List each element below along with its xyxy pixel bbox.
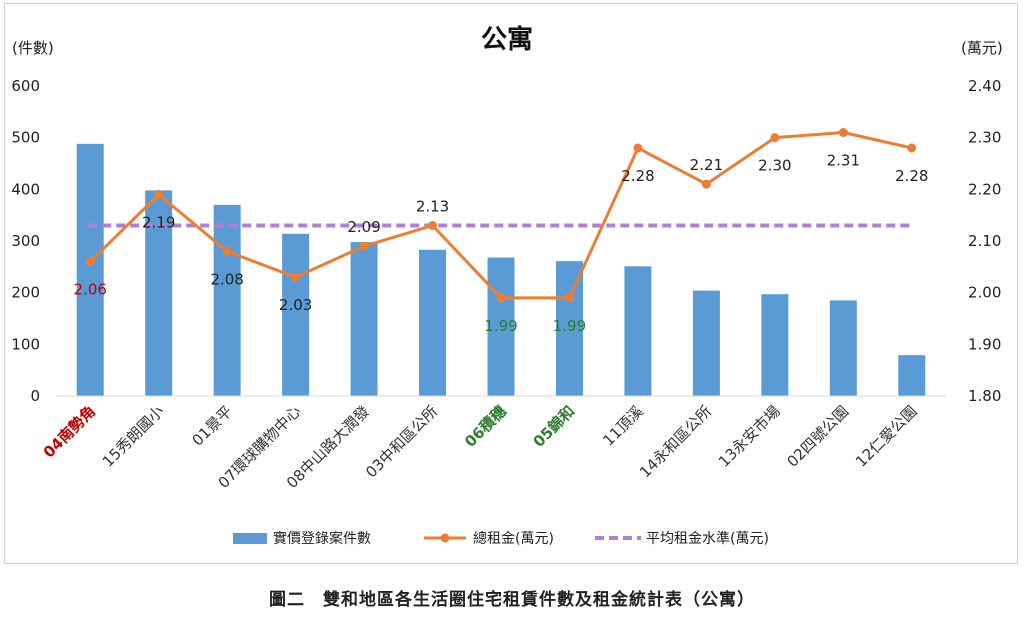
rent-data-label: 2.09 (347, 218, 380, 236)
bar (898, 355, 926, 396)
rent-point (291, 272, 301, 282)
bar (487, 257, 515, 396)
rent-data-label: 2.31 (827, 152, 860, 170)
bar (829, 300, 857, 396)
category-label: 05錦和 (530, 402, 579, 451)
category-label: 03中和區公所 (362, 402, 441, 481)
right-tick-label: 2.00 (968, 284, 1001, 302)
rent-data-label: 2.28 (895, 167, 928, 185)
rent-point (907, 143, 917, 153)
category-label: 06積穗 (461, 402, 510, 451)
bar (213, 204, 241, 396)
bar (555, 261, 583, 396)
rent-data-label: 2.08 (210, 270, 243, 288)
rent-point (428, 221, 438, 230)
rent-point (496, 293, 506, 303)
category-label: 02四號公園 (783, 402, 852, 471)
rent-point (359, 241, 369, 251)
bar (692, 290, 720, 396)
bar (350, 242, 378, 396)
left-tick-label: 600 (11, 77, 40, 95)
rent-data-label: 2.21 (690, 156, 723, 174)
bar (76, 143, 104, 396)
rent-point (85, 257, 95, 267)
rent-point (222, 246, 232, 256)
rent-point (564, 293, 574, 303)
bar (761, 294, 789, 396)
combo-chart: 公寓 (件數) (萬元) 0 100 200 300 400 500 600 1.80 1.90… (11, 24, 1003, 547)
chart-title: 公寓 (481, 24, 533, 55)
bar (419, 249, 447, 396)
left-tick-label: 400 (11, 180, 40, 198)
category-label: 11頂溪 (599, 402, 646, 449)
left-axis-label: (件數) (12, 39, 54, 57)
left-tick-label: 100 (11, 335, 40, 353)
rent-data-label: 2.30 (758, 157, 791, 175)
bar (282, 233, 310, 396)
rent-data-label: 2.19 (142, 214, 175, 232)
rent-data-label: 2.03 (279, 296, 312, 314)
rent-point (838, 128, 848, 137)
rent-point (701, 179, 711, 189)
rent-point (154, 190, 164, 199)
rent-data-label: 1.99 (553, 317, 586, 335)
left-tick-label: 200 (11, 284, 40, 302)
rent-point (633, 143, 643, 153)
right-tick-label: 2.30 (968, 129, 1001, 147)
left-tick-label: 500 (11, 129, 40, 147)
right-tick-label: 2.20 (968, 180, 1001, 198)
bar (624, 266, 652, 396)
category-label: 13永安市場 (715, 402, 784, 471)
legend-avg-label: 平均租金水準(萬元) (646, 531, 769, 547)
category-label: 12仁愛公園 (852, 402, 921, 471)
left-tick-label: 300 (11, 232, 40, 250)
right-tick-label: 2.10 (968, 232, 1001, 250)
legend: 實價登錄案件數 總租金(萬元) 平均租金水準(萬元) (233, 530, 769, 547)
rent-data-label: 2.28 (621, 167, 654, 185)
figure-caption: 圖二 雙和地區各生活圈住宅租賃件數及租金統計表（公寓） (269, 590, 755, 610)
rent-data-label: 2.06 (74, 281, 107, 299)
left-tick-label: 0 (30, 387, 40, 405)
right-tick-label: 1.80 (968, 387, 1001, 405)
right-tick-label: 2.40 (968, 77, 1001, 95)
rent-data-label: 2.13 (416, 198, 449, 216)
category-label: 14永和區公所 (636, 402, 715, 481)
legend-line-label: 總租金(萬元) (473, 530, 554, 547)
legend-line-marker (440, 533, 450, 543)
legend-bar-swatch (233, 533, 267, 544)
category-label: 04南勢角 (40, 402, 99, 461)
rent-point (770, 133, 780, 143)
category-label: 01景平 (189, 402, 236, 449)
rent-data-label: 1.99 (484, 317, 517, 335)
right-axis-label: (萬元) (961, 39, 1003, 57)
category-label: 15秀朗國小 (99, 402, 168, 471)
right-tick-label: 1.90 (968, 335, 1001, 353)
legend-bar-label: 實價登錄案件數 (273, 530, 371, 547)
